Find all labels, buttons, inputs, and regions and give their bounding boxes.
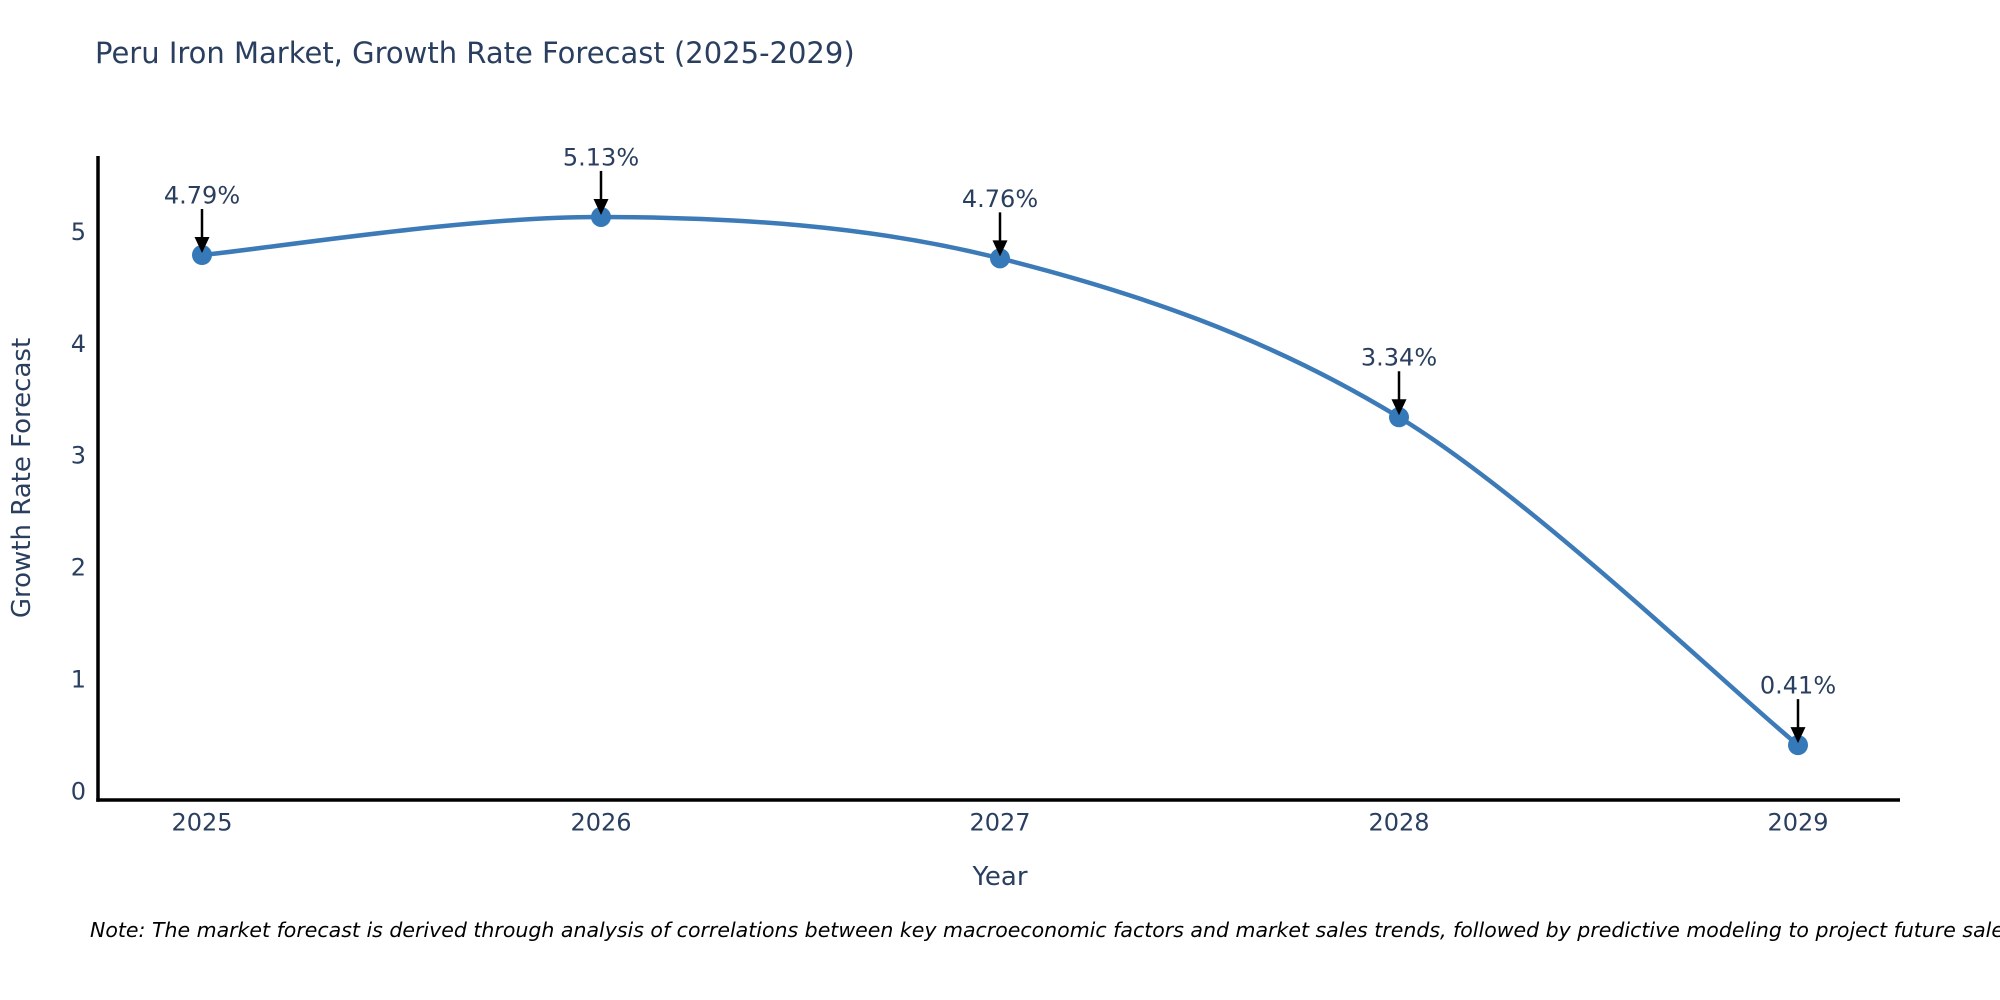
footnote: Note: The market forecast is derived thr… xyxy=(90,918,2000,942)
y-tick-label: 1 xyxy=(71,666,86,694)
annotation-label: 5.13% xyxy=(563,143,639,171)
annotation-arrowhead-icon xyxy=(992,240,1008,257)
data-point-marker xyxy=(192,244,212,265)
y-axis-title: Growth Rate Forecast xyxy=(7,338,37,618)
axes xyxy=(96,156,1900,802)
y-tick-label: 5 xyxy=(71,218,86,246)
y-tick-label: 0 xyxy=(71,777,86,805)
annotation-label: 4.79% xyxy=(164,181,240,209)
data-point-marker xyxy=(990,248,1010,269)
data-point-marker xyxy=(1788,735,1808,756)
x-tick-label: 2027 xyxy=(969,808,1030,836)
annotation-arrowhead-icon xyxy=(593,198,609,215)
y-tick-label: 4 xyxy=(71,330,86,358)
x-tick-labels: 2025 2026 2027 2028 2029 xyxy=(171,808,1828,836)
y-tick-labels: 0 1 2 3 4 5 xyxy=(71,218,86,806)
annotation-arrowhead-icon xyxy=(1790,727,1806,744)
point-annotations: 4.79% 5.13% 4.76% 3.34% 0.41% xyxy=(164,143,1836,744)
annotation-label: 3.34% xyxy=(1361,344,1437,372)
annotation-label: 4.76% xyxy=(962,185,1038,213)
annotation-arrowhead-icon xyxy=(194,236,210,253)
y-tick-label: 3 xyxy=(71,442,86,470)
annotation-arrowhead-icon xyxy=(1391,399,1407,416)
x-axis-title: Year xyxy=(971,862,1027,892)
annotation-label: 0.41% xyxy=(1760,672,1836,700)
data-points xyxy=(192,206,1808,756)
series-line xyxy=(199,214,1801,748)
x-tick-label: 2025 xyxy=(171,808,232,836)
data-point-marker xyxy=(1389,407,1409,428)
x-tick-label: 2029 xyxy=(1767,808,1828,836)
x-tick-label: 2026 xyxy=(570,808,631,836)
data-point-marker xyxy=(591,206,611,227)
y-tick-label: 2 xyxy=(71,554,86,582)
x-tick-label: 2028 xyxy=(1368,808,1429,836)
chart-title: Peru Iron Market, Growth Rate Forecast (… xyxy=(95,36,855,70)
